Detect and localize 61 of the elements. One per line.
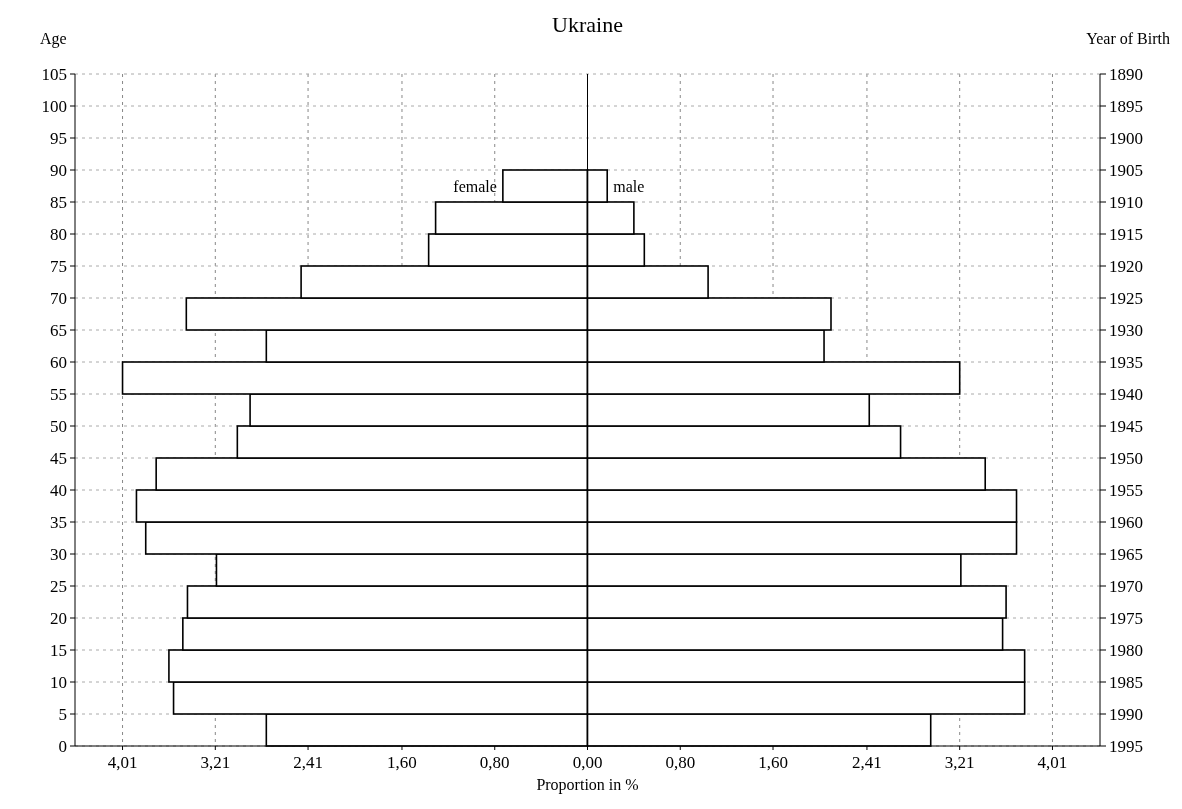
x-tick-label: 3,21 — [200, 753, 231, 772]
y-tick-label: 105 — [41, 64, 67, 84]
series-label: male — [613, 177, 645, 195]
x-axis-title: Proportion in % — [536, 776, 639, 794]
y-tick-label: 100 — [41, 96, 67, 116]
y-tick-label: 25 — [50, 576, 67, 596]
y-tick-label: 95 — [50, 128, 67, 148]
x-tick-label: 0,80 — [479, 753, 510, 772]
y-tick-label: 20 — [50, 608, 67, 628]
y-tick-label: 70 — [50, 288, 67, 308]
y-tick-label: 30 — [50, 544, 67, 564]
y2-tick-label: 1890 — [1109, 64, 1143, 84]
y2-tick-label: 1940 — [1109, 384, 1143, 404]
y-tick-label: 10 — [50, 672, 67, 692]
y2-tick-label: 1950 — [1109, 448, 1143, 468]
y-tick-label: 85 — [50, 192, 67, 212]
y2-tick-label: 1900 — [1109, 128, 1143, 148]
y2-tick-label: 1945 — [1109, 416, 1143, 436]
y2-tick-label: 1965 — [1109, 544, 1143, 564]
x-tick-label: 1,60 — [758, 753, 788, 772]
y-tick-label: 40 — [50, 480, 67, 500]
y2-tick-label: 1990 — [1109, 704, 1143, 724]
y2-tick-label: 1895 — [1109, 96, 1143, 116]
y2-tick-label: 1985 — [1109, 672, 1143, 692]
y-tick-label: 50 — [50, 416, 67, 436]
y-tick-label: 0 — [58, 736, 67, 756]
y2-tick-label: 1970 — [1109, 576, 1143, 596]
y-axis-title: Age — [40, 30, 67, 48]
y-tick-label: 15 — [50, 640, 67, 660]
y2-tick-label: 1905 — [1109, 160, 1143, 180]
y2-axis-title: Year of Birth — [1086, 30, 1170, 47]
x-tick-label: 0,80 — [665, 753, 696, 772]
series-label: female — [453, 177, 497, 195]
y-tick-label: 60 — [50, 352, 67, 372]
y2-tick-label: 1960 — [1109, 512, 1143, 532]
y-tick-label: 90 — [50, 160, 67, 180]
x-tick-label: 4,01 — [107, 753, 138, 772]
y2-tick-label: 1930 — [1109, 320, 1143, 340]
x-tick-label: 2,41 — [852, 753, 882, 772]
y2-tick-label: 1955 — [1109, 480, 1143, 500]
x-tick-label: 3,21 — [944, 753, 975, 772]
y2-tick-label: 1975 — [1109, 608, 1143, 628]
y-tick-label: 75 — [50, 256, 67, 276]
x-tick-label: 2,41 — [293, 753, 323, 772]
y2-tick-label: 1910 — [1109, 192, 1143, 212]
y2-tick-label: 1980 — [1109, 640, 1143, 660]
x-tick-label: 0,00 — [572, 753, 603, 772]
y2-tick-label: 1995 — [1109, 736, 1143, 756]
x-tick-label: 4,01 — [1037, 753, 1068, 772]
y2-tick-label: 1935 — [1109, 352, 1143, 372]
y-tick-label: 80 — [50, 224, 67, 244]
y-tick-label: 5 — [58, 704, 67, 724]
y-tick-label: 55 — [50, 384, 67, 404]
chart-title: Ukraine — [552, 12, 623, 37]
y-tick-label: 35 — [50, 512, 67, 532]
y-tick-label: 45 — [50, 448, 67, 468]
x-tick-label: 1,60 — [387, 753, 417, 772]
y-tick-label: 65 — [50, 320, 67, 340]
y2-tick-label: 1915 — [1109, 224, 1143, 244]
y2-tick-label: 1925 — [1109, 288, 1143, 308]
y2-tick-label: 1920 — [1109, 256, 1143, 276]
